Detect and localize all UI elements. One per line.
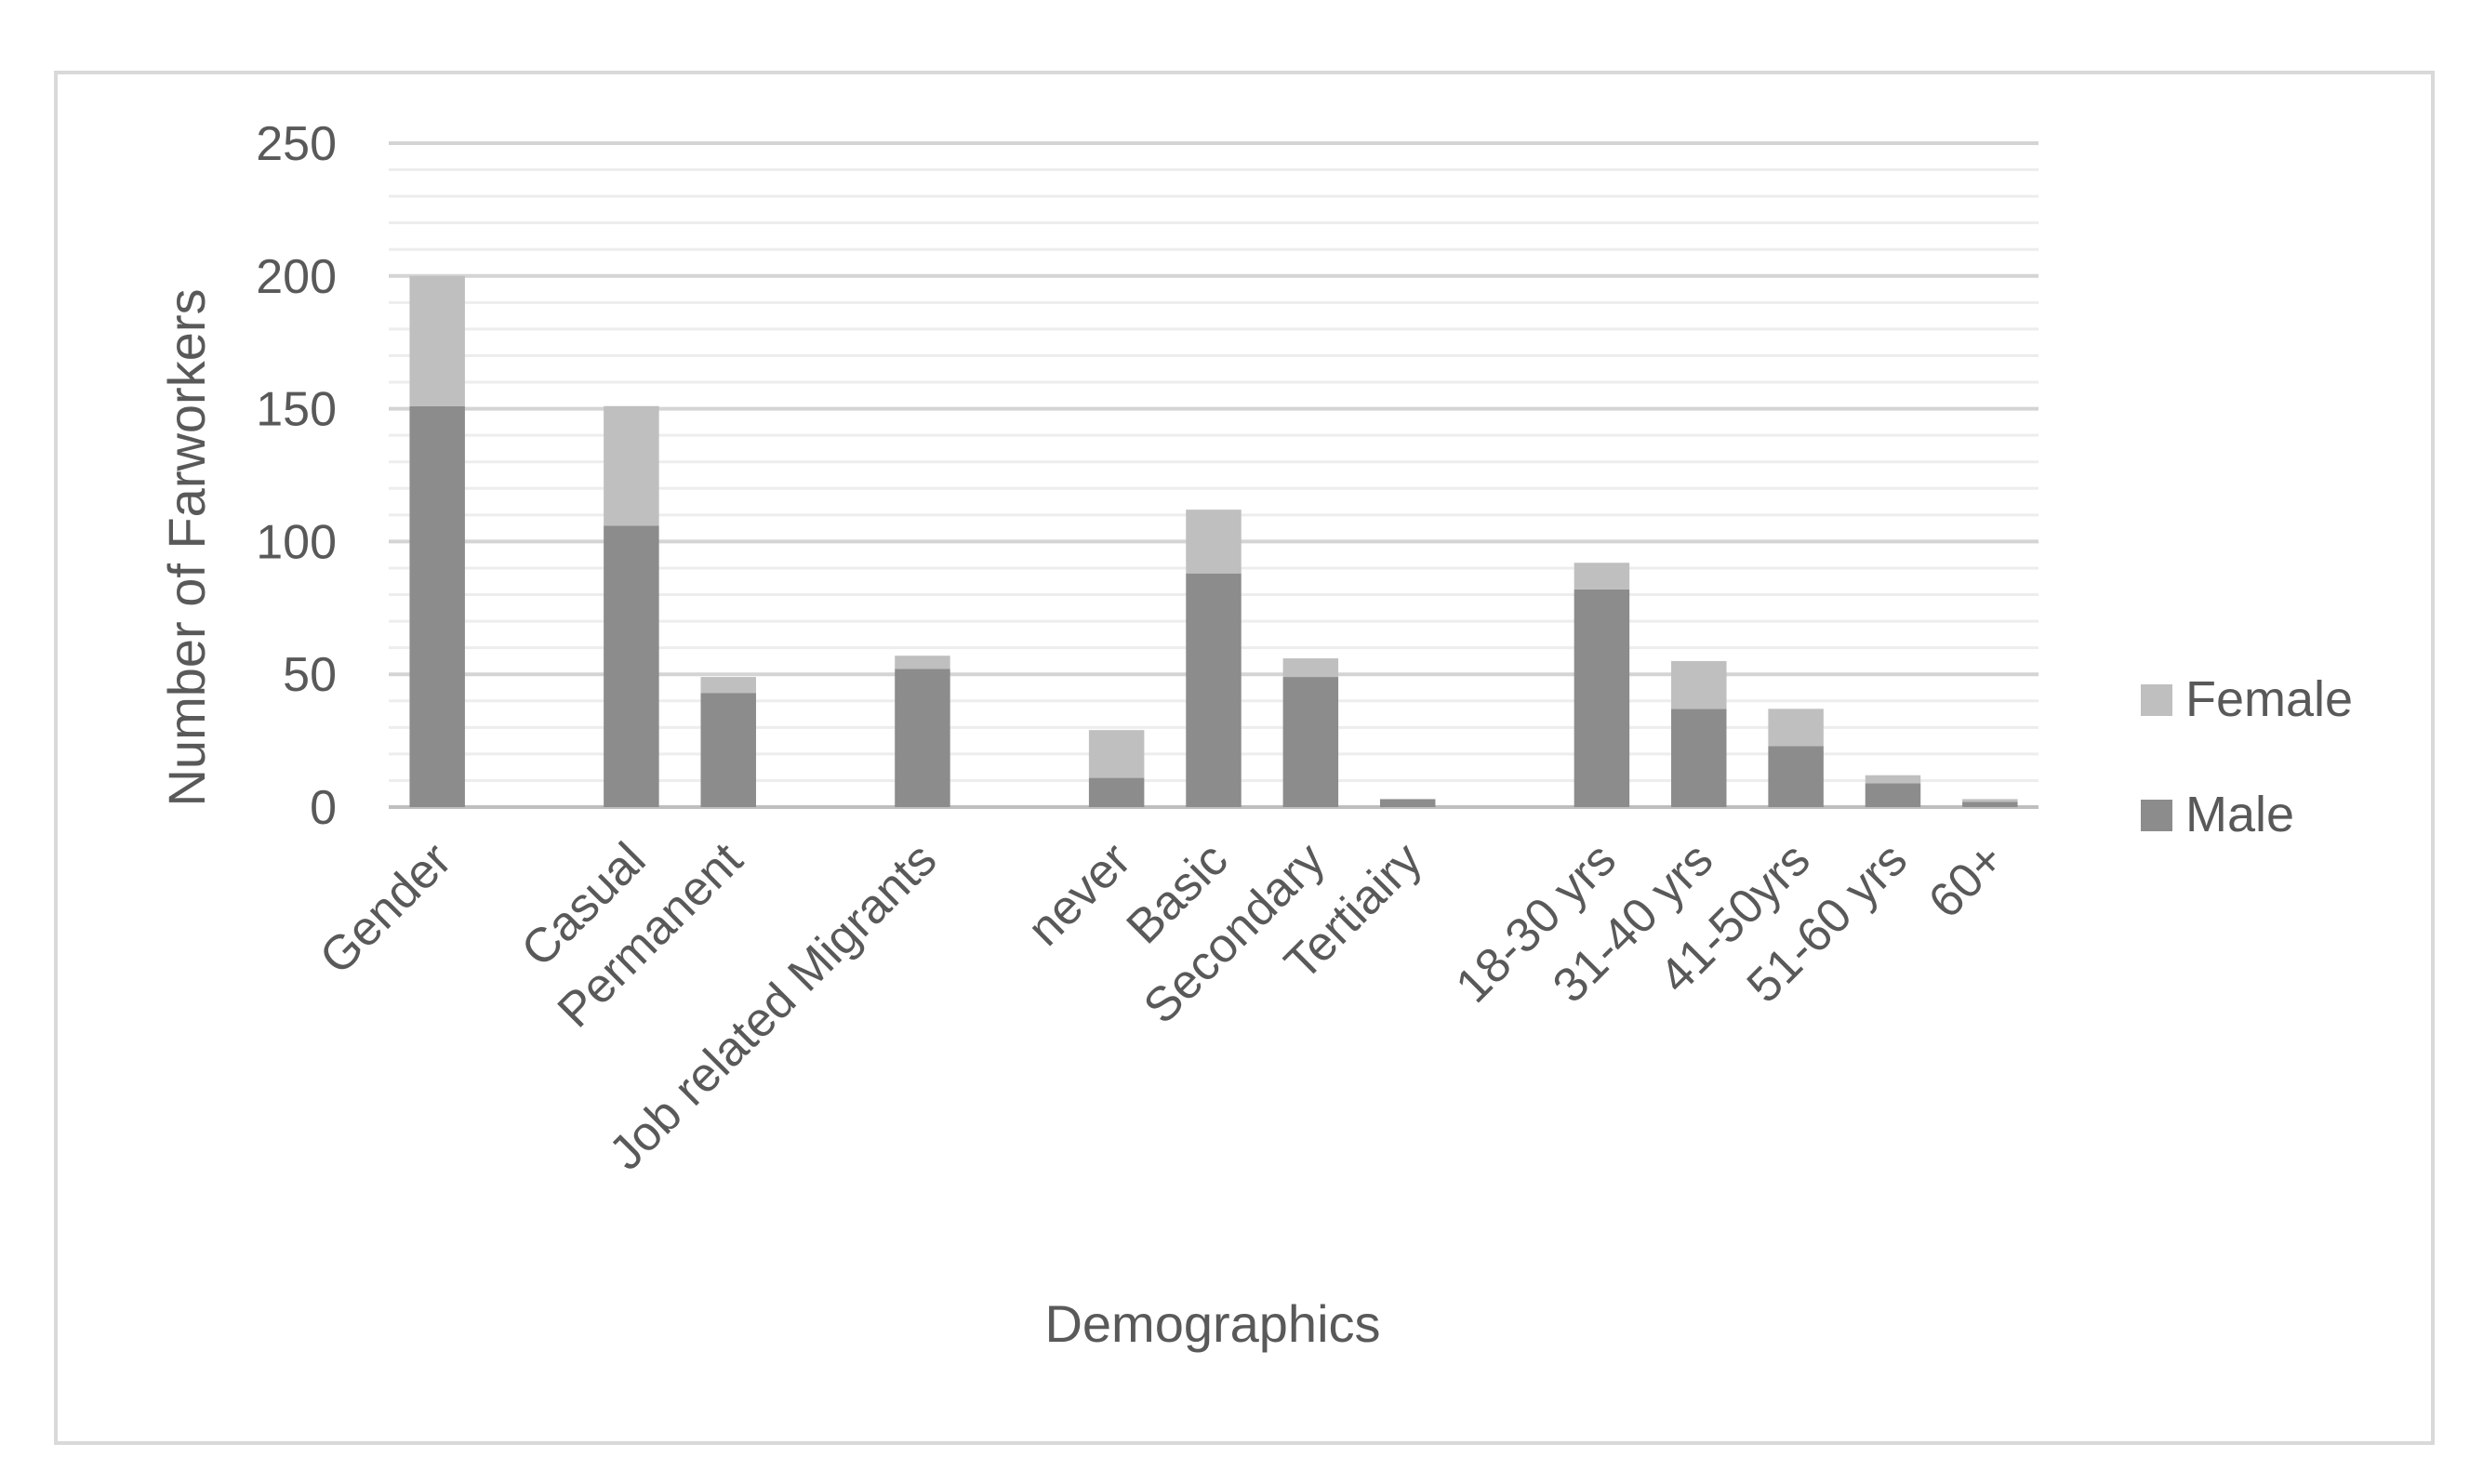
y-axis-tick-labels: 0 50 100 150 200 250: [256, 117, 337, 835]
bar-male: [1671, 709, 1727, 807]
y-tick-label: 0: [310, 781, 337, 835]
y-tick-label: 100: [256, 515, 337, 569]
y-tick-label: 150: [256, 383, 337, 437]
bar-male: [1962, 802, 2018, 807]
y-tick-label: 200: [256, 250, 337, 304]
x-category-label: never: [1017, 832, 1141, 956]
bar-male: [1865, 783, 1921, 807]
legend: Female Male: [2141, 671, 2353, 842]
bar-female: [1671, 660, 1727, 709]
minor-gridlines: [389, 168, 2038, 782]
y-tick-label: 250: [256, 117, 337, 171]
bar-male: [1574, 589, 1630, 807]
bar-female: [1574, 563, 1630, 590]
x-category-label: Gender: [310, 832, 462, 985]
bar-male: [1088, 777, 1145, 807]
x-axis-title: Demographics: [1044, 1294, 1380, 1353]
y-axis-title: Number of Farworkers: [157, 288, 216, 806]
bar-female: [409, 275, 465, 406]
legend-swatch-male: [2141, 800, 2172, 831]
bar-male: [700, 693, 756, 807]
bar-female: [1186, 510, 1242, 574]
y-tick-label: 50: [283, 648, 337, 702]
bar-female: [1865, 775, 1921, 784]
bars: [409, 275, 2018, 807]
bar-female: [1962, 799, 2018, 802]
x-category-label: 60+: [1919, 832, 2014, 928]
bar-male: [409, 405, 465, 807]
bar-male: [1282, 677, 1339, 807]
bar-male: [1186, 573, 1242, 807]
bar-female: [1768, 709, 1824, 747]
bar-female: [1282, 658, 1339, 678]
bar-male: [604, 525, 659, 807]
x-category-label: Job related Migrants: [599, 832, 947, 1180]
bar-female: [604, 405, 659, 526]
bar-male: [1768, 746, 1824, 807]
bar-female: [700, 677, 756, 694]
bar-female: [895, 656, 950, 669]
legend-label-female: Female: [2185, 671, 2353, 727]
legend-label-male: Male: [2185, 787, 2294, 842]
bar-male: [895, 669, 950, 807]
legend-swatch-female: [2141, 684, 2172, 716]
bar-female: [1088, 730, 1145, 778]
bar-male: [1379, 799, 1436, 807]
